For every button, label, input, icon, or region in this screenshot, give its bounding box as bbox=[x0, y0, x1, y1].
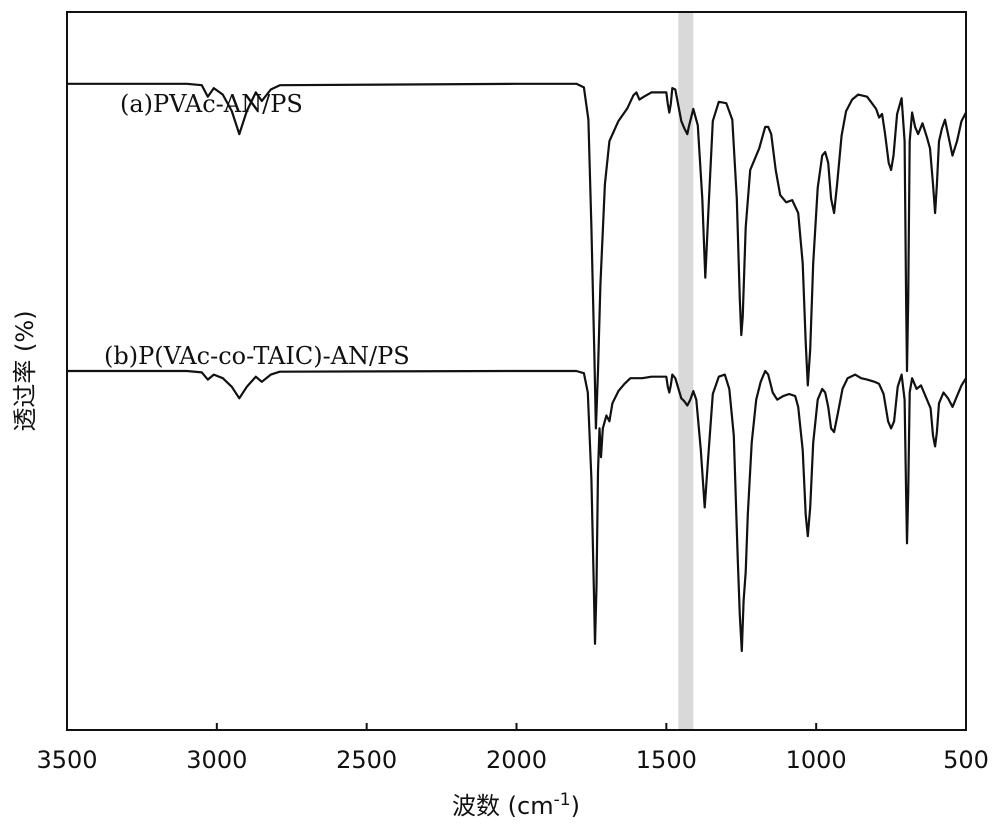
x-tick-label: 2000 bbox=[486, 746, 547, 774]
x-tick-label: 1000 bbox=[786, 746, 847, 774]
series-labels: (a)PVAc-AN/PS (b)P(VAc-co-TAIC)-AN/PS bbox=[104, 90, 410, 370]
series-layer bbox=[67, 82, 967, 653]
x-tick-label: 1500 bbox=[636, 746, 697, 774]
x-ticks: 3500 3000 2500 2000 1500 1000 500 bbox=[36, 723, 989, 774]
x-tick-label: 3500 bbox=[36, 746, 97, 774]
series-line-a bbox=[67, 82, 967, 430]
series-label-b: (b)P(VAc-co-TAIC)-AN/PS bbox=[104, 342, 410, 370]
x-tick-label: 500 bbox=[943, 746, 989, 774]
y-axis-title: 透过率 (%) bbox=[11, 310, 39, 431]
x-tick-label: 2500 bbox=[336, 746, 397, 774]
highlight-band bbox=[678, 12, 694, 730]
x-axis-title: 波数 (cm-1) bbox=[452, 790, 580, 820]
x-axis-title-sup: -1 bbox=[554, 790, 571, 810]
x-tick-label: 3000 bbox=[186, 746, 247, 774]
x-axis-title-main: 波数 (cm bbox=[452, 792, 554, 820]
series-line-b bbox=[67, 369, 967, 653]
series-label-a: (a)PVAc-AN/PS bbox=[120, 90, 303, 118]
x-axis-title-close: ) bbox=[571, 792, 580, 820]
